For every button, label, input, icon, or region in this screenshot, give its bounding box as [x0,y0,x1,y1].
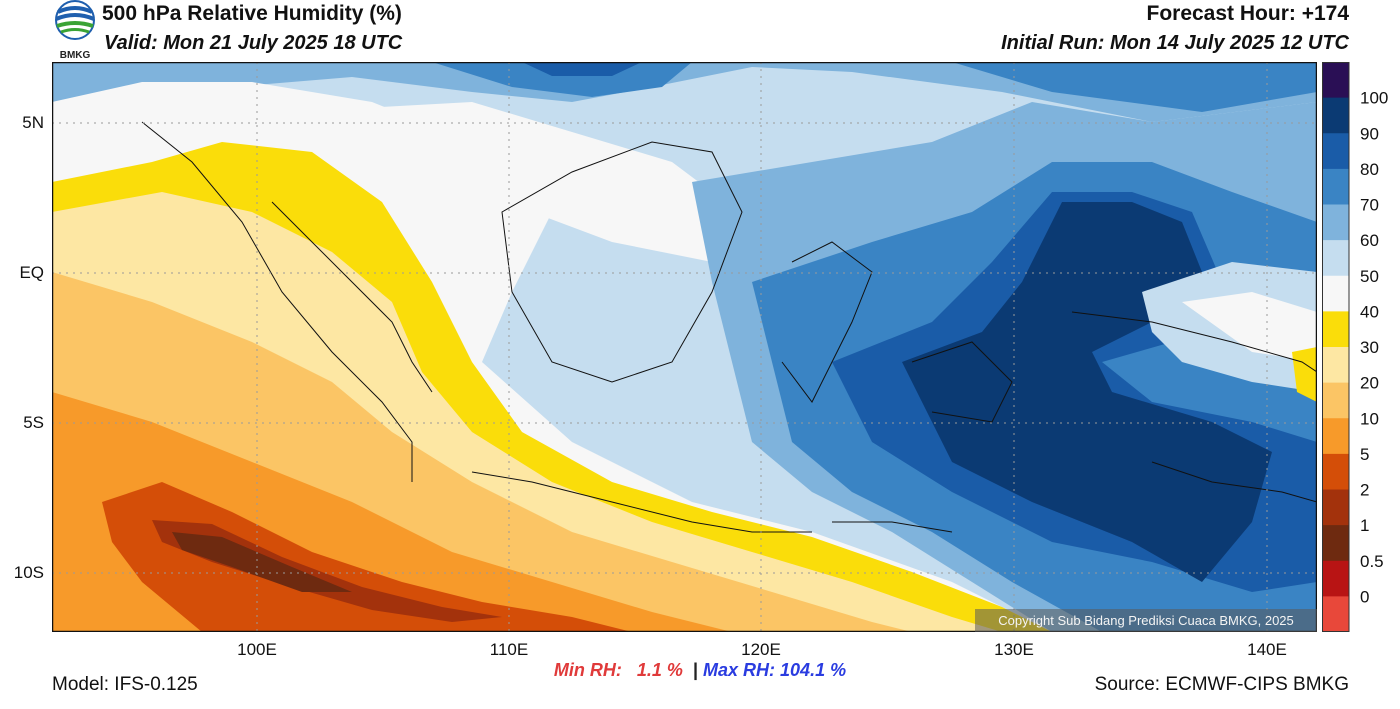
colorbar-swatch [1322,525,1349,562]
colorbar-label: 60 [1360,231,1379,250]
lat-label: 5S [23,413,44,432]
colorbar-border [1322,62,1350,632]
colorbar-label: 2 [1360,481,1369,500]
colorbar-swatch [1322,62,1349,99]
colorbar-label: 0.5 [1360,552,1384,571]
source-info: Source: ECMWF-CIPS BMKG [1094,674,1349,695]
colorbar-swatch [1322,97,1349,134]
colorbar-swatch [1322,453,1349,491]
colorbar-label: 80 [1360,160,1379,179]
colorbar-swatch [1322,311,1349,348]
valid-time: Valid: Mon 21 July 2025 18 UTC [104,32,403,54]
rh-stats: Min RH: 1.1 % | Max RH: 104.1 % [0,660,1400,681]
colorbar-label: 10 [1360,409,1379,428]
model-info: Model: IFS-0.125 [52,674,198,695]
forecast-hour: Forecast Hour: +174 [1146,2,1350,25]
logo-text: BMKG [60,50,91,61]
lon-label: 110E [489,640,529,659]
colorbar-label: 1 [1360,516,1369,535]
stats-separator: | [692,660,698,680]
bmkg-logo-icon: BMKG [55,0,95,61]
lat-label: 10S [13,563,44,582]
colorbar-swatch [1322,168,1349,206]
lon-label: 100E [237,640,277,659]
min-rh-label: Min RH: [553,660,622,680]
colorbar-swatch [1322,560,1349,597]
colorbar-swatch [1322,133,1349,170]
lon-label: 120E [741,640,781,659]
colorbar-label: 50 [1360,267,1379,286]
colorbar-label: 100 [1360,89,1388,108]
lat-label: 5N [22,113,44,132]
colorbar-label: 70 [1360,196,1379,215]
min-rh-value: 1.1 % [636,660,683,680]
lat-label: EQ [19,263,44,282]
colorbar-label: 90 [1360,124,1379,143]
colorbar-swatch [1322,347,1349,384]
colorbar-swatch [1322,275,1349,312]
colorbar-swatch [1322,489,1349,526]
colorbar-label: 30 [1360,338,1379,357]
lon-label: 140E [1247,640,1287,659]
colorbar-swatch [1322,418,1349,455]
colorbar-swatch [1322,596,1349,632]
colorbar-label: 0 [1360,587,1369,606]
colorbar-swatch [1322,382,1349,419]
colorbar-swatch [1322,240,1349,277]
max-rh-label: Max RH: [703,660,776,680]
humidity-map [52,62,1317,632]
chart-title: 500 hPa Relative Humidity (%) [102,2,402,25]
colorbar: 100 90 80 70 60 50 40 30 20 10 5 2 1 0.5 0 [1322,62,1388,632]
colorbar-label: 5 [1360,445,1369,464]
copyright-notice: Copyright Sub Bidang Prediksi Cuaca BMKG… [975,609,1317,632]
colorbar-swatch [1322,204,1349,241]
max-rh-value: 104.1 % [780,660,847,680]
colorbar-label: 20 [1360,374,1379,393]
initial-run: Initial Run: Mon 14 July 2025 12 UTC [1001,32,1349,54]
lon-label: 130E [994,640,1034,659]
colorbar-label: 40 [1360,302,1379,321]
